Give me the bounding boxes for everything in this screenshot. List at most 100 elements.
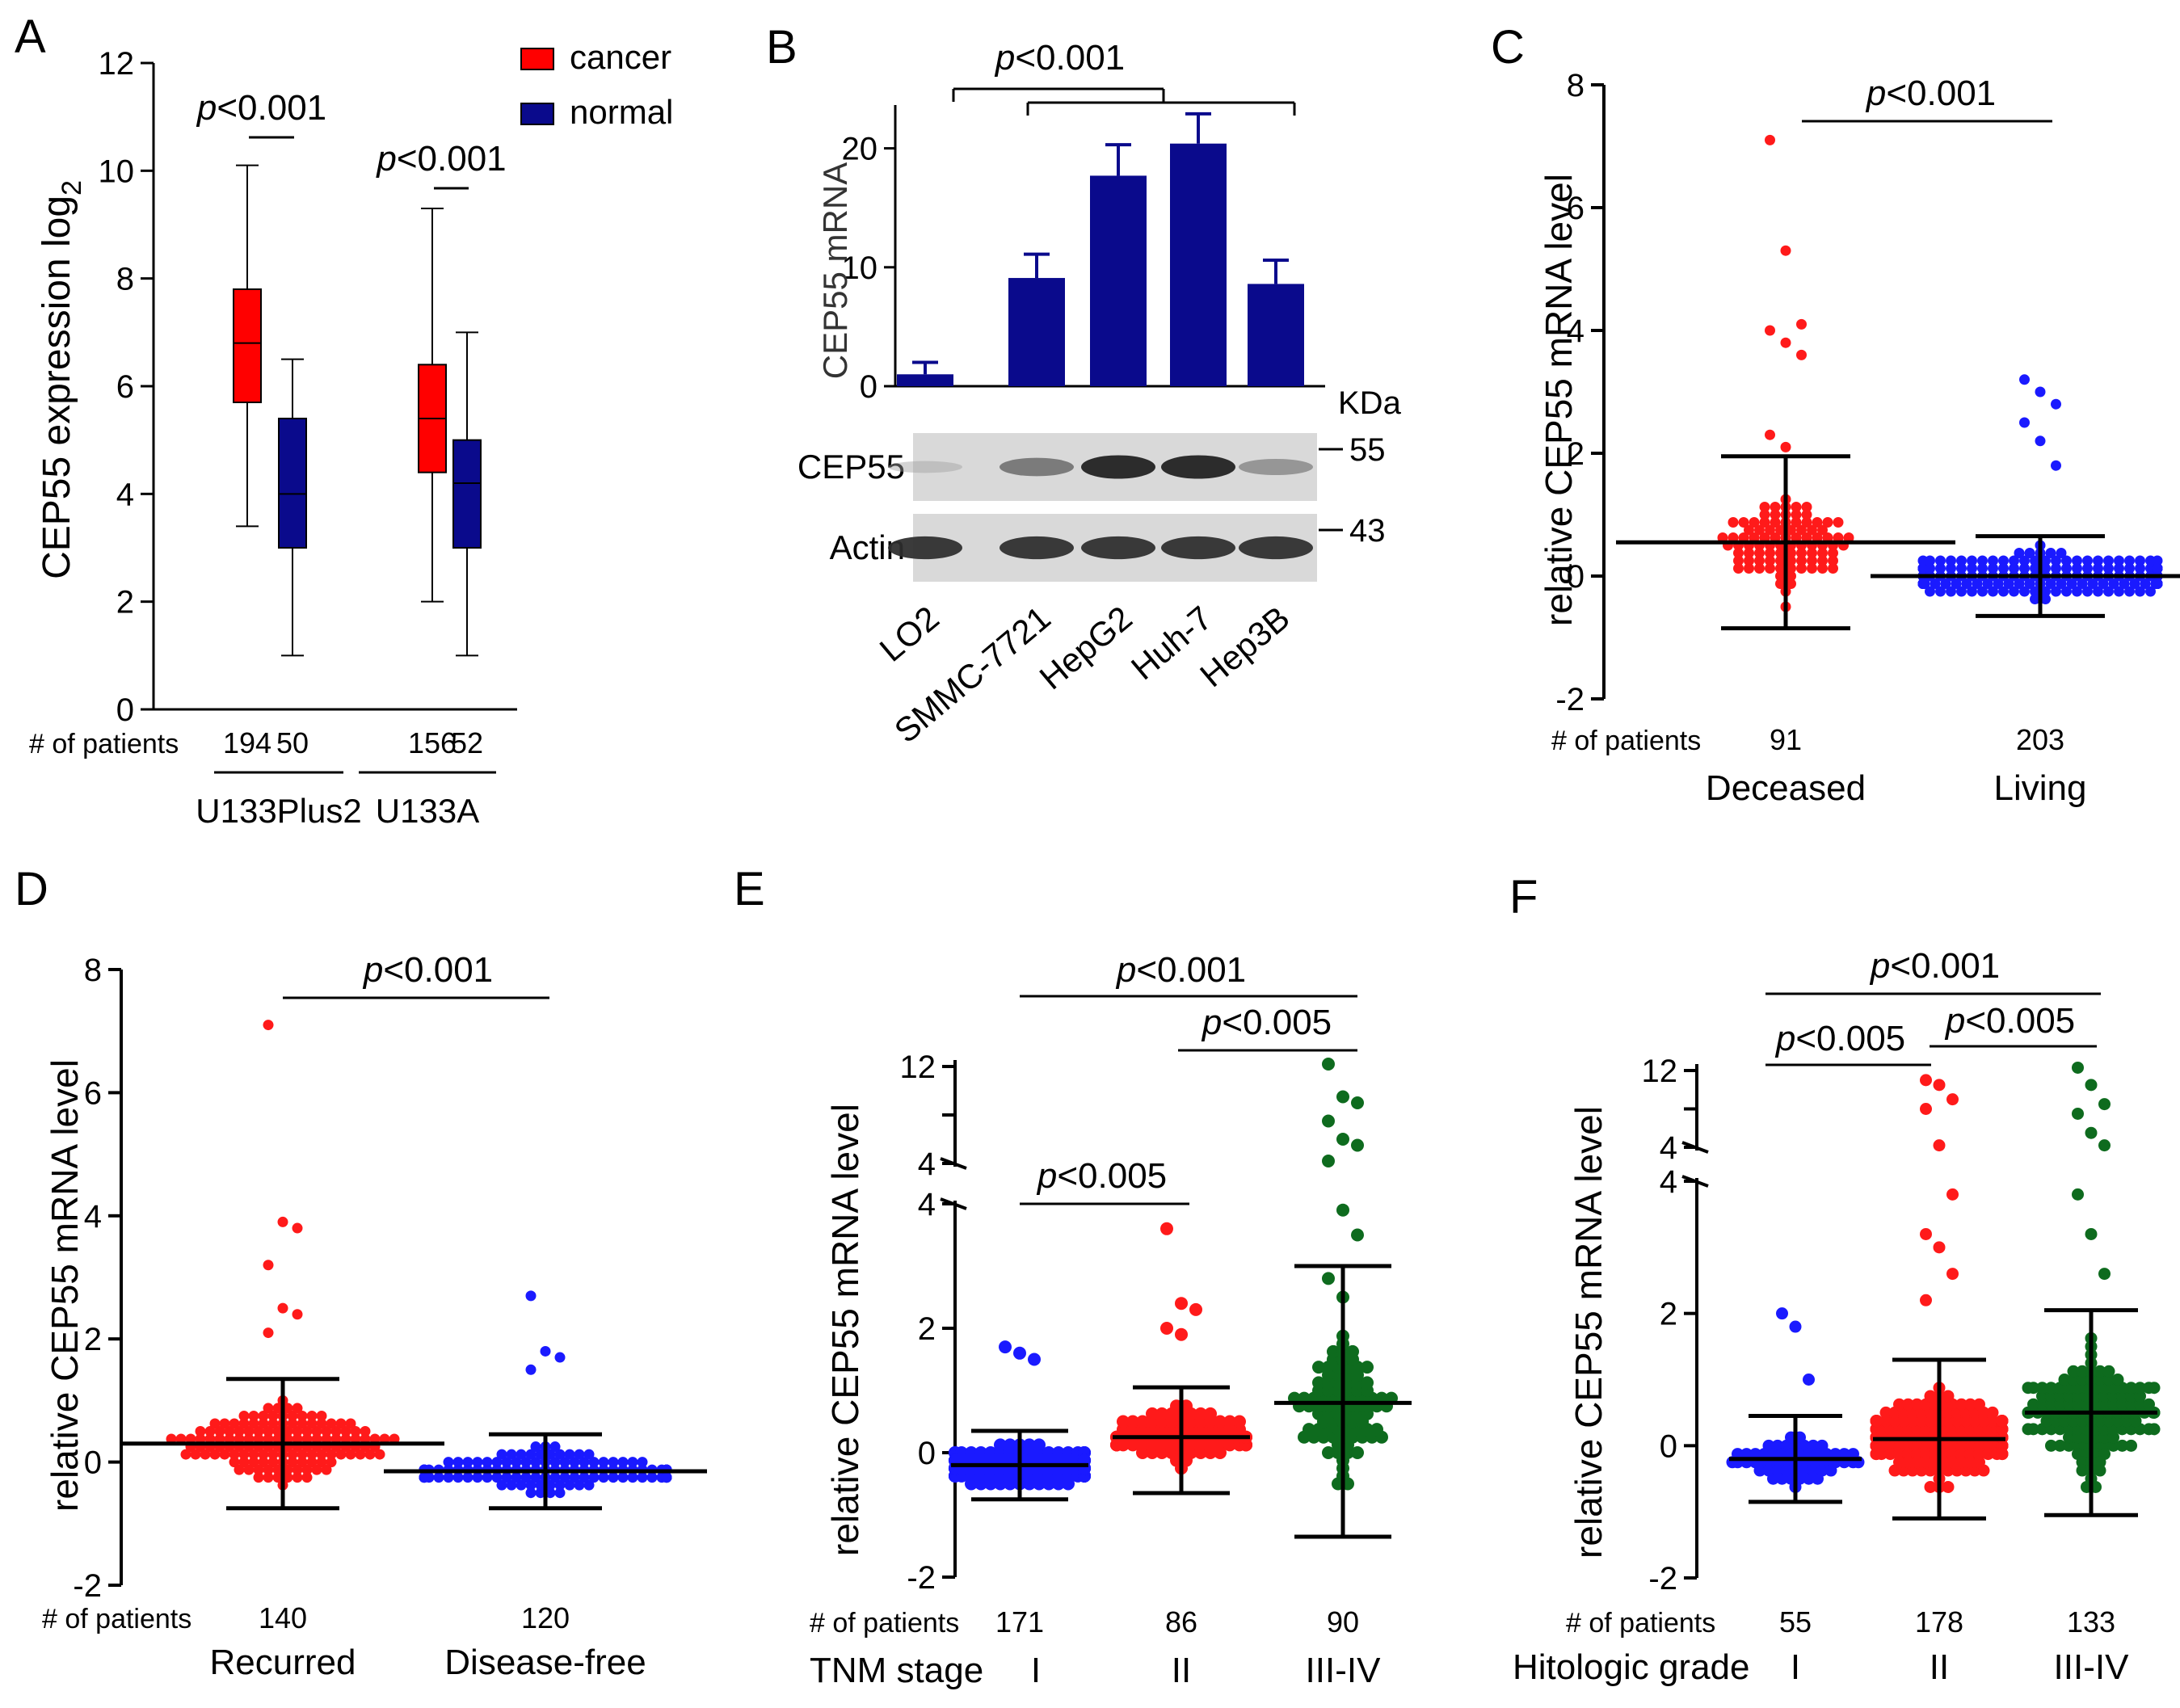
data-point [1780, 337, 1791, 348]
panel-letter: C [1491, 21, 1525, 74]
data-point [1884, 1448, 1896, 1461]
data-point [2135, 555, 2145, 566]
data-point [1967, 586, 1977, 597]
data-point [1738, 517, 1749, 528]
data-point [2056, 578, 2067, 589]
data-point [2145, 586, 2156, 597]
data-point [1765, 134, 1775, 145]
y-axis-label: relative CEP55 mRNA level [44, 1059, 86, 1512]
data-point [258, 1457, 269, 1468]
n-patients-label: # of patients [42, 1604, 191, 1634]
data-point [2045, 1439, 2057, 1452]
bar [1170, 143, 1227, 386]
data-point [564, 1479, 575, 1491]
blot-row-label: CEP55 [798, 448, 905, 486]
data-point [2093, 555, 2103, 566]
data-point [574, 1449, 585, 1460]
data-point [1775, 578, 1786, 589]
panel-letter: E [734, 863, 765, 915]
data-point [2056, 548, 2067, 558]
data-point [1803, 1374, 1815, 1386]
data-point [1998, 555, 2009, 566]
data-point [583, 1449, 595, 1460]
data-point [1828, 548, 1838, 558]
data-point [588, 1472, 600, 1483]
data-point [258, 1449, 269, 1460]
data-point [1902, 1456, 1914, 1469]
lane-label: HepG2 [1033, 599, 1139, 697]
data-point [2067, 1365, 2080, 1378]
data-point [1117, 1415, 1130, 1428]
data-point [2094, 1464, 2106, 1477]
data-point [1780, 245, 1791, 256]
data-point [2077, 578, 2088, 589]
data-point [1754, 563, 1765, 574]
data-point [646, 1472, 658, 1483]
data-point [360, 1426, 371, 1437]
data-point [2030, 586, 2040, 597]
data-point [2024, 578, 2035, 589]
data-point [506, 1449, 517, 1460]
data-point [224, 1426, 235, 1437]
data-point [292, 1472, 303, 1483]
data-point [2051, 586, 2061, 597]
data-point [306, 1449, 318, 1460]
data-point [2045, 578, 2056, 589]
data-point [267, 1410, 279, 1421]
blot-band [1239, 458, 1313, 476]
data-point [2114, 555, 2124, 566]
data-point [282, 1472, 293, 1483]
data-point [627, 1472, 638, 1483]
data-point [1789, 1320, 1802, 1333]
data-point [1920, 1074, 1932, 1087]
data-point [2148, 1382, 2161, 1395]
n-patients-value: 194 [223, 726, 271, 759]
data-point [190, 1449, 201, 1460]
data-point [1175, 1327, 1188, 1341]
data-point [1753, 1464, 1766, 1477]
p-value-label: p<0.001 [994, 38, 1125, 78]
data-point [1956, 586, 1967, 597]
data-point [2014, 578, 2025, 589]
data-point [263, 1327, 274, 1339]
data-point [608, 1472, 619, 1483]
data-point [306, 1457, 318, 1468]
group-label: II [1930, 1647, 1949, 1687]
n-patients-value: 91 [1770, 723, 1802, 756]
data-point [238, 1410, 250, 1421]
group-label: II [1172, 1651, 1191, 1690]
data-point [1925, 555, 1935, 566]
data-point [311, 1426, 322, 1437]
data-point [2061, 555, 2072, 566]
data-point [2009, 555, 2019, 566]
data-point [2102, 1365, 2115, 1378]
lane-label: LO2 [873, 599, 946, 669]
data-point [263, 1260, 274, 1271]
p-value-label: p<0.001 [1115, 950, 1246, 990]
data-point [1762, 1464, 1775, 1477]
data-point [219, 1418, 230, 1429]
data-point [1775, 524, 1786, 536]
data-point [545, 1487, 556, 1499]
data-point [540, 1345, 551, 1357]
data-point [1920, 1227, 1932, 1240]
data-point [2116, 1439, 2128, 1452]
group-label: I [1791, 1647, 1800, 1687]
data-point [2051, 555, 2061, 566]
data-point [1946, 563, 1956, 574]
data-point [2027, 1382, 2039, 1395]
data-point [374, 1449, 385, 1460]
data-point [2072, 563, 2082, 574]
data-point [2072, 1107, 2084, 1120]
data-point [1801, 517, 1812, 528]
data-point [1771, 1464, 1784, 1477]
data-point [520, 1457, 532, 1468]
data-point [1801, 509, 1812, 520]
y-axis-label: relative CEP55 mRNA level [1538, 174, 1580, 626]
data-point [525, 1290, 537, 1302]
data-point [238, 1418, 250, 1429]
data-point [1930, 578, 1941, 589]
data-point [2019, 417, 2030, 428]
data-point [1964, 1398, 1976, 1411]
n-patients-label: # of patients [1566, 1608, 1715, 1639]
